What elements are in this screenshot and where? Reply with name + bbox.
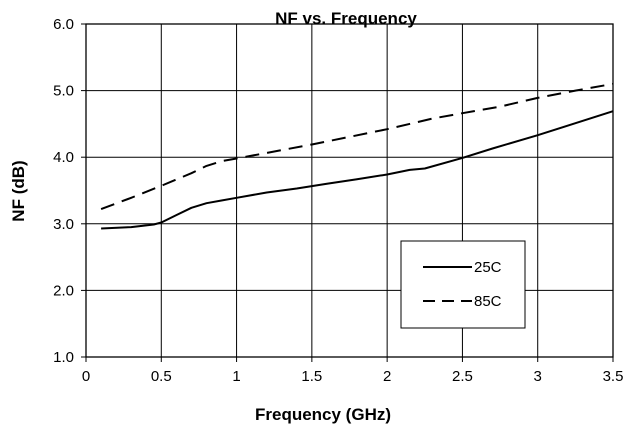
x-tick-label: 3.5	[603, 368, 624, 385]
legend-label-25c: 25C	[474, 259, 502, 276]
series-line-85c	[100, 82, 614, 211]
y-tick-label: 5.0	[53, 83, 74, 100]
gridlines	[86, 24, 613, 357]
series-line-25c	[101, 110, 614, 230]
x-tick-label: 3	[534, 368, 542, 385]
y-tick-label: 2.0	[53, 282, 74, 299]
legend: 25C 85C	[400, 240, 526, 329]
x-tick-label: 1.5	[301, 368, 322, 385]
series-lines	[100, 82, 614, 230]
x-tick-label: 0	[82, 368, 90, 385]
legend-box	[400, 240, 526, 329]
y-tick-label: 1.0	[53, 349, 74, 366]
y-tick-label: 3.0	[53, 216, 74, 233]
y-tick-label: 4.0	[53, 149, 74, 166]
x-axis-title: Frequency (GHz)	[255, 405, 391, 424]
x-tick-label: 0.5	[151, 368, 172, 385]
legend-label-85c: 85C	[474, 293, 502, 310]
y-axis-title: NF (dB)	[9, 160, 28, 221]
x-tick-label: 2	[383, 368, 391, 385]
x-tick-label: 2.5	[452, 368, 473, 385]
x-tick-label: 1	[232, 368, 240, 385]
y-tick-label: 6.0	[53, 16, 74, 33]
chart-title: NF vs. Frequency	[275, 9, 417, 28]
axis-ticks: 0 0.5 1 1.5 2 2.5 3 3.5 1.0 2.0 3.0 4.0 5.0 6.0	[53, 16, 623, 385]
plot-area	[85, 23, 614, 358]
